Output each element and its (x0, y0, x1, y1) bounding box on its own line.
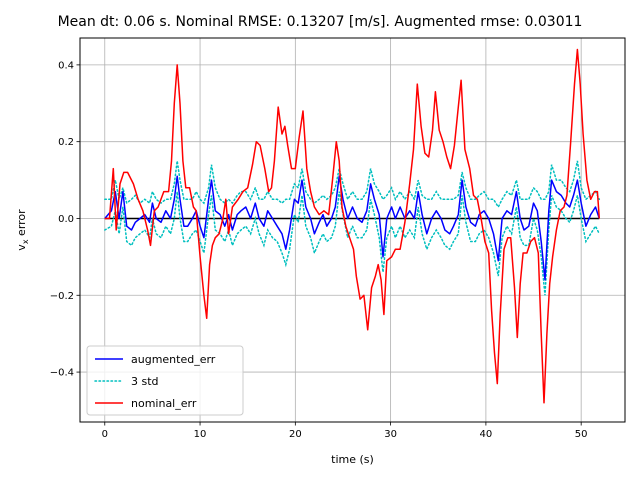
axis-ticks: 0 10 20 30 40 50 −0.4 −0.2 0.0 0.2 0.4 (50, 60, 588, 440)
x-tick-label: 10 (194, 429, 207, 440)
std-upper-line (104, 160, 601, 209)
legend: augmented_err 3 std nominal_err (86, 345, 244, 416)
augmented-err-line (104, 175, 601, 281)
y-tick-label: 0.0 (58, 214, 74, 225)
y-tick-label: −0.2 (50, 291, 74, 302)
legend-entry-label: 3 std (131, 375, 159, 388)
axes-frame (79, 37, 626, 423)
nominal-err-line (104, 48, 601, 404)
x-axis-label: time (s) (331, 453, 374, 466)
y-axis-label: vx error (15, 209, 30, 251)
x-tick-label: 30 (384, 429, 397, 440)
plot-area (104, 48, 601, 404)
y-tick-label: −0.4 (50, 368, 74, 379)
y-axis-label-rest: error (15, 209, 28, 240)
legend-entry-label: nominal_err (131, 397, 197, 410)
chart-title: Mean dt: 0.06 s. Nominal RMSE: 0.13207 [… (58, 14, 583, 30)
y-tick-label: 0.4 (58, 60, 74, 71)
y-tick-label: 0.2 (58, 137, 74, 148)
y-axis-label-sub: x (21, 239, 30, 244)
x-tick-label: 0 (102, 429, 108, 440)
x-tick-label: 20 (289, 429, 302, 440)
legend-entry-label: augmented_err (131, 353, 216, 366)
x-tick-label: 50 (575, 429, 588, 440)
legend-box (86, 345, 244, 416)
x-tick-label: 40 (480, 429, 493, 440)
y-axis-label-main: v (15, 244, 28, 251)
std-lower-line (104, 191, 601, 296)
